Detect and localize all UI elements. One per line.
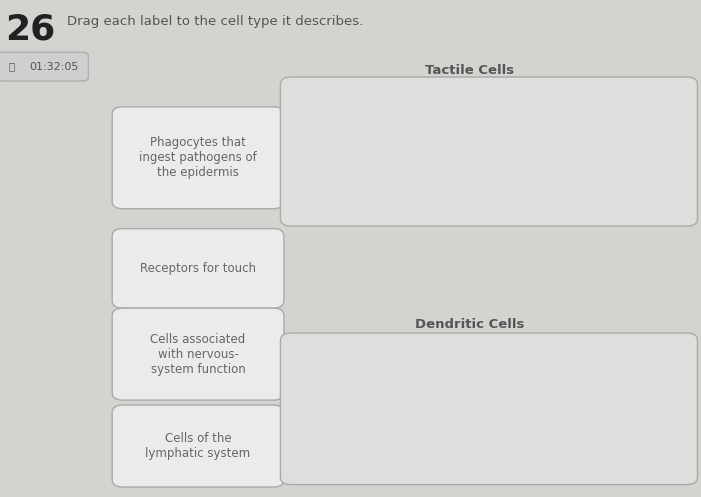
FancyBboxPatch shape bbox=[280, 77, 697, 226]
Text: Receptors for touch: Receptors for touch bbox=[140, 262, 256, 275]
Text: Drag each label to the cell type it describes.: Drag each label to the cell type it desc… bbox=[67, 15, 363, 28]
FancyBboxPatch shape bbox=[112, 308, 284, 400]
FancyBboxPatch shape bbox=[0, 52, 88, 81]
FancyBboxPatch shape bbox=[280, 333, 697, 485]
FancyBboxPatch shape bbox=[112, 229, 284, 308]
Text: ⧖: ⧖ bbox=[8, 62, 15, 72]
FancyBboxPatch shape bbox=[112, 107, 284, 209]
Text: Cells of the
lymphatic system: Cells of the lymphatic system bbox=[146, 432, 250, 460]
FancyBboxPatch shape bbox=[112, 405, 284, 487]
Text: 01:32:05: 01:32:05 bbox=[29, 62, 79, 72]
Text: 26: 26 bbox=[6, 12, 56, 46]
Text: Cells associated
with nervous-
system function: Cells associated with nervous- system fu… bbox=[151, 332, 245, 376]
Text: Phagocytes that
ingest pathogens of
the epidermis: Phagocytes that ingest pathogens of the … bbox=[139, 136, 257, 179]
Text: Dendritic Cells: Dendritic Cells bbox=[415, 318, 524, 331]
Text: Tactile Cells: Tactile Cells bbox=[425, 64, 515, 77]
